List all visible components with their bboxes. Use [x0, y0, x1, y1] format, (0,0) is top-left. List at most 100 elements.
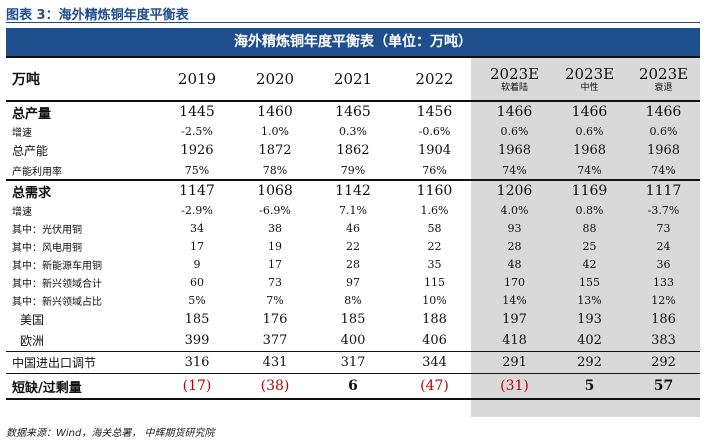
table-cell: 5%	[188, 293, 206, 307]
table-cell: 1466	[627, 100, 700, 122]
table-row: 增速 -2.5% 1.0% 0.3% -0.6% 0.6% 0.6% 0.6%	[6, 122, 700, 140]
table-cell: 1904	[417, 143, 452, 158]
table-cell: 400	[340, 333, 366, 348]
table-cell: 188	[422, 312, 447, 327]
table-cell: 186	[651, 312, 676, 327]
table-cell: 1466	[552, 100, 627, 122]
table-cell: 197	[502, 312, 527, 327]
table-cell: (31)	[477, 373, 552, 400]
table-cell: 377	[262, 333, 288, 348]
table-cell: 1160	[392, 179, 477, 201]
table-cell: 1926	[180, 143, 214, 158]
table-cell: 170	[504, 275, 525, 289]
col-year: 2023E	[564, 65, 615, 83]
table-cell: 1460	[236, 100, 314, 122]
table-cell: 291	[477, 351, 552, 374]
table-cell: 88	[582, 221, 597, 235]
table-cell: 22	[427, 239, 442, 253]
table-cell: 292	[552, 351, 627, 374]
table-cell: 1872	[258, 143, 292, 158]
table-cell: 46	[346, 221, 360, 235]
table-cell: 57	[627, 373, 700, 400]
row-label: 中国进出口调节	[6, 351, 158, 374]
table-row: 其中：新能源车用铜 9 17 28 35 48 42 36	[6, 255, 700, 273]
table-cell: 5	[552, 373, 627, 400]
row-label: 其中：新兴领域占比	[12, 296, 102, 308]
figure-caption: 图表 3：海外精炼铜年度平衡表	[6, 8, 189, 23]
table-cell: 36	[656, 257, 671, 271]
table-cell: 78%	[262, 163, 288, 177]
table-cell: 0.6%	[500, 124, 529, 138]
table-cell: (38)	[236, 373, 314, 400]
table-cell: 0.3%	[339, 124, 367, 138]
table-cell: 97	[346, 275, 360, 289]
table-cell: 1142	[314, 179, 392, 201]
table-row: 其中：光伏用铜 34 38 46 58 93 88 73	[6, 219, 700, 237]
header-row: 万吨 2019 2020 2021 2022 2023E 软着陆 2023E 中性 …	[6, 56, 700, 101]
table-row: 总需求 1147 1068 1142 1160 1206 1169 1117	[6, 179, 700, 201]
scenario-label: 中性	[580, 83, 599, 93]
table-cell: 1.0%	[261, 124, 289, 138]
table-cell: 193	[577, 312, 602, 327]
table-cell: 75%	[184, 163, 210, 177]
table-cell: 8%	[344, 293, 362, 307]
table-cell: 115	[424, 275, 445, 289]
table-cell: 406	[422, 333, 447, 348]
col-header-2023e-recession: 2023E 衰退	[627, 56, 700, 101]
table-cell: -0.6%	[418, 124, 451, 138]
table-row: 总产能 1926 1872 1862 1904 1968 1968 1968	[6, 140, 700, 161]
table-cell: 58	[427, 221, 442, 235]
table-cell: 1.6%	[420, 203, 449, 217]
table-cell: (17)	[158, 373, 236, 400]
table-row: 其中：风电用铜 17 19 22 22 28 25 24	[6, 237, 700, 255]
table-cell: 35	[427, 257, 442, 271]
row-label: 其中：新兴领域合计	[12, 278, 102, 290]
table-cell: -2.5%	[181, 124, 213, 138]
scenario-label: 软着陆	[500, 83, 528, 93]
table-cell: 7.1%	[339, 203, 367, 217]
table-cell: 19	[268, 239, 282, 253]
source-note: 数据来源：Wind，海关总署， 中辉期货研究院	[6, 428, 215, 439]
col-header-2023e-neutral: 2023E 中性	[552, 56, 627, 101]
table-cell: 28	[346, 257, 360, 271]
table-cell: 12%	[651, 293, 676, 307]
table-row: 总产量 1445 1460 1465 1456 1466 1466 1466	[6, 100, 700, 122]
caption-divider	[6, 22, 700, 23]
row-label: 美国	[20, 313, 45, 327]
row-label: 其中：风电用铜	[12, 242, 82, 254]
table-cell: 25	[582, 239, 597, 253]
table-row: 增速 -2.9% -6.9% 7.1% 1.6% 4.0% 0.8% -3.7%	[6, 201, 700, 219]
row-label: 其中：光伏用铜	[12, 224, 82, 236]
table-cell: 0.8%	[575, 203, 604, 217]
table-cell: 60	[190, 275, 204, 289]
col-header-2021: 2021	[314, 56, 392, 101]
table-cell: 1968	[572, 143, 607, 158]
table-cell: 74%	[502, 163, 527, 177]
row-label: 总产能	[12, 144, 49, 158]
table-cell: 22	[346, 239, 360, 253]
table-cell: 73	[656, 221, 671, 235]
table-cell: 431	[236, 351, 314, 374]
row-label: 增速	[12, 206, 32, 218]
table-cell: 10%	[422, 293, 447, 307]
table-cell: 42	[582, 257, 597, 271]
table-row: 其中：新兴领域占比 5% 7% 8% 10% 14% 13% 12%	[6, 291, 700, 309]
table-cell: 1147	[158, 179, 236, 201]
table-cell: 1465	[314, 100, 392, 122]
col-header-2023e-soft: 2023E 软着陆	[477, 56, 552, 101]
table-cell: 13%	[577, 293, 602, 307]
table-cell: 7%	[266, 293, 284, 307]
table-row: 短缺/过剩量 (17) (38) 6 (47) (31) 5 57	[6, 373, 700, 400]
table-cell: 317	[314, 351, 392, 374]
col-year: 2023E	[489, 65, 540, 83]
table-cell: 1117	[627, 179, 700, 201]
table-cell: 185	[184, 312, 210, 327]
table-cell: -2.9%	[181, 203, 213, 217]
table-cell: 74%	[651, 163, 676, 177]
table-cell: 0.6%	[575, 124, 604, 138]
table-cell: 1169	[552, 179, 627, 201]
table-cell: 73	[268, 275, 282, 289]
unit-header: 万吨	[6, 56, 158, 101]
table-cell: 292	[627, 351, 700, 374]
table-row: 欧洲 399 377 400 406 418 402 383	[6, 330, 700, 352]
